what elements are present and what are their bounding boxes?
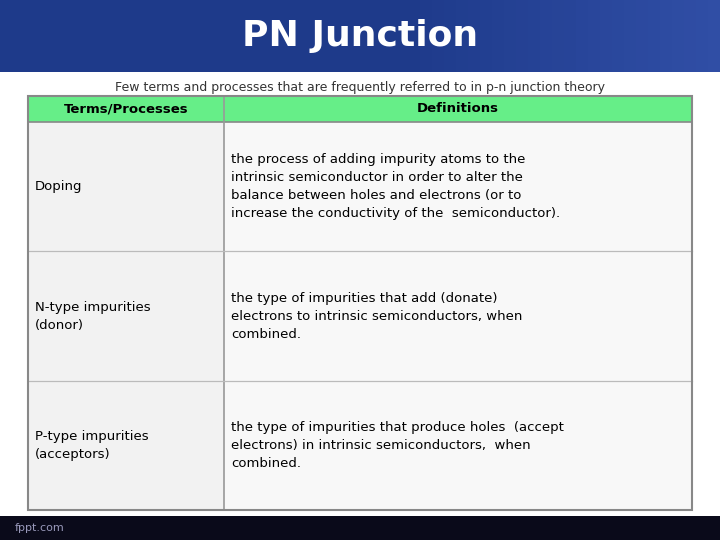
- Bar: [528, 0, 540, 72]
- Bar: [660, 0, 672, 72]
- Bar: [420, 0, 432, 72]
- Bar: [636, 0, 648, 72]
- Bar: [224, 251, 692, 381]
- Bar: [456, 0, 468, 72]
- Bar: [28, 96, 692, 122]
- Bar: [224, 381, 692, 510]
- Bar: [684, 0, 696, 72]
- Bar: [552, 0, 564, 72]
- Bar: [576, 0, 588, 72]
- Bar: [224, 122, 692, 251]
- Bar: [672, 0, 684, 72]
- Bar: [492, 0, 504, 72]
- Bar: [600, 0, 612, 72]
- Bar: [28, 122, 224, 251]
- Text: N-type impurities
(donor): N-type impurities (donor): [35, 300, 150, 332]
- Bar: [564, 0, 576, 72]
- Bar: [480, 0, 492, 72]
- Bar: [444, 0, 456, 72]
- Bar: [504, 0, 516, 72]
- Bar: [624, 0, 636, 72]
- Bar: [612, 0, 624, 72]
- Text: Definitions: Definitions: [417, 103, 499, 116]
- Bar: [28, 96, 692, 510]
- Bar: [408, 0, 420, 72]
- Bar: [0, 516, 720, 540]
- Text: the type of impurities that add (donate)
electrons to intrinsic semiconductors, : the type of impurities that add (donate)…: [231, 292, 522, 341]
- Bar: [540, 0, 552, 72]
- Text: PN Junction: PN Junction: [242, 19, 478, 53]
- Text: fppt.com: fppt.com: [15, 523, 65, 533]
- Text: Few terms and processes that are frequently referred to in p-n junction theory: Few terms and processes that are frequen…: [115, 82, 605, 94]
- Bar: [0, 0, 720, 72]
- Bar: [28, 381, 224, 510]
- Text: P-type impurities
(acceptors): P-type impurities (acceptors): [35, 430, 148, 461]
- Bar: [648, 0, 660, 72]
- Bar: [696, 0, 708, 72]
- Text: Doping: Doping: [35, 180, 83, 193]
- Bar: [516, 0, 528, 72]
- Text: the process of adding impurity atoms to the
intrinsic semiconductor in order to : the process of adding impurity atoms to …: [231, 153, 560, 220]
- Bar: [708, 0, 720, 72]
- Bar: [28, 251, 224, 381]
- Bar: [468, 0, 480, 72]
- Bar: [588, 0, 600, 72]
- Text: Terms/Processes: Terms/Processes: [63, 103, 188, 116]
- Text: the type of impurities that produce holes  (accept
electrons) in intrinsic semic: the type of impurities that produce hole…: [231, 421, 564, 470]
- Bar: [28, 96, 692, 510]
- Bar: [432, 0, 444, 72]
